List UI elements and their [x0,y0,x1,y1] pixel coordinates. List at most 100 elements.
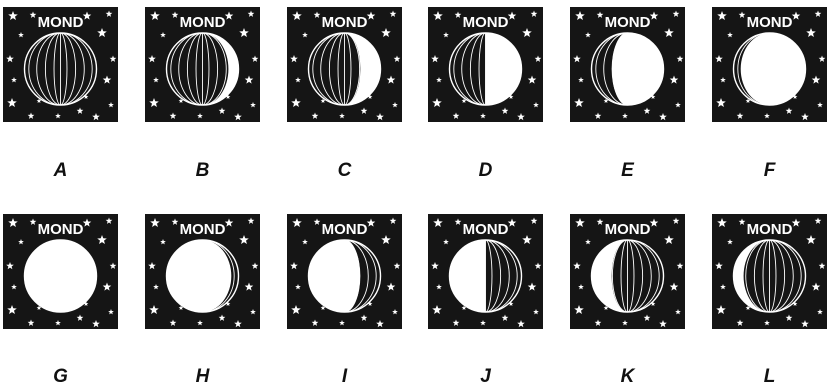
star-icon [389,217,397,224]
star-icon [153,284,159,290]
star-icon [105,10,113,17]
star-icon [97,28,107,38]
star-icon [716,98,726,108]
star-icon [818,262,826,269]
star-icon [436,77,442,83]
star-icon [83,301,89,307]
star-icon [738,11,746,18]
star-icon [817,309,823,315]
star-icon [716,305,726,315]
star-icon [715,55,723,63]
star-icon [745,98,751,104]
globe-title: MOND [605,221,651,238]
moon-lit-area [740,33,806,105]
moon-panel-svg-j: MOND [428,214,543,329]
star-icon [676,55,684,62]
star-icon [738,218,746,225]
star-icon [218,107,226,114]
star-icon [507,218,517,227]
star-icon [452,112,460,119]
star-icon [454,218,462,225]
star-icon [791,218,801,227]
star-icon [432,98,442,108]
moon-panel-l: MOND [712,214,827,329]
star-icon [367,94,373,100]
star-icon [82,11,92,20]
star-icon [811,75,821,84]
star-icon [530,217,538,224]
moon-panel-d: MOND [428,7,543,122]
star-icon [622,113,628,119]
star-icon [250,309,256,315]
star-icon [339,113,345,119]
star-icon [534,262,542,269]
moon-lit-area [24,240,97,312]
globe-title: MOND [322,221,368,238]
star-icon [76,314,84,321]
star-icon [6,262,14,270]
globe-title: MOND [605,14,651,31]
star-icon [225,94,231,100]
moon-panel-b: MOND [145,7,260,122]
star-icon [295,284,301,290]
moon-panel-j: MOND [428,214,543,329]
moon-lit-area [202,33,239,105]
moon-lit-area [485,33,522,105]
star-icon [507,11,517,20]
star-icon [433,11,443,21]
star-icon [791,11,801,20]
moon-panel-h: MOND [145,214,260,329]
panel-label-e: E [621,160,634,181]
star-icon [736,319,744,326]
star-icon [148,55,156,63]
panel-label-d: D [478,160,493,181]
star-icon [169,112,177,119]
star-icon [290,55,298,63]
star-icon [533,102,539,108]
star-icon [302,32,308,38]
star-icon [720,284,726,290]
star-icon [715,262,723,270]
star-icon [295,77,301,83]
star-icon [669,282,679,291]
star-icon [433,218,443,228]
star-icon [596,218,604,225]
star-icon [393,55,401,62]
moon-panel-svg-g: MOND [3,214,118,329]
star-icon [675,102,681,108]
star-icon [811,282,821,291]
star-icon [603,98,609,104]
star-icon [36,98,42,104]
panel-label-l: L [763,366,776,387]
star-icon [376,113,384,121]
star-icon [171,11,179,18]
star-icon [643,314,651,321]
star-icon [149,98,159,108]
star-icon [8,11,18,21]
star-icon [376,320,384,328]
star-icon [244,282,254,291]
star-icon [527,75,537,84]
star-icon [251,262,259,269]
star-icon [792,94,798,100]
globe-title: MOND [180,221,226,238]
star-icon [578,284,584,290]
star-icon [764,113,770,119]
moon-panel-svg-e: MOND [570,7,685,122]
star-icon [97,235,107,245]
star-icon [148,262,156,270]
star-icon [291,305,301,315]
star-icon [109,55,117,62]
moon-panel-svg-k: MOND [570,214,685,329]
star-icon [436,284,442,290]
star-icon [36,305,42,311]
star-icon [29,218,37,225]
star-icon [672,10,680,17]
star-icon [160,239,166,245]
star-icon [533,309,539,315]
star-icon [366,218,376,227]
star-icon [108,102,114,108]
star-icon [575,218,585,228]
star-icon [814,217,822,224]
star-icon [501,314,509,321]
